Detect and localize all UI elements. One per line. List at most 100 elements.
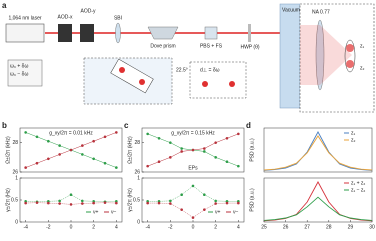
y-axis-label: Ω±/2π (kHz) [5,136,11,164]
y-axis-label: Ω±/2π (kHz) [127,136,133,164]
data-point [180,193,183,197]
data-point [169,199,172,203]
label: PBS + FS [200,43,223,49]
y-tick-label: 0.5 [11,197,18,203]
data-point [180,208,183,211]
data-point [103,135,107,139]
data-point [237,164,240,168]
data-point [47,201,50,205]
x-tick-label: 30 [369,224,375,230]
y-axis-label: γ±/2π (Hz) [5,188,11,212]
data-point [81,144,84,147]
x-tick-label: 2 [214,224,217,230]
label: AOD-x [58,14,74,20]
y-axis-label: PSD (a.u.) [249,138,255,162]
data-point [58,144,61,147]
data-point [92,139,95,143]
generator [7,59,43,87]
y-tick-label: 26 [12,169,18,175]
label: Dove prism [150,43,175,49]
data-point [115,166,118,169]
y-tick-label: 0.5 [133,197,140,203]
label: ω₀ − δω [10,71,28,77]
legend-label: ν− [111,209,117,215]
trap [346,44,354,52]
data-point [58,153,61,156]
data-point [103,161,107,165]
data-point [35,201,39,204]
label: AOD-y [81,8,97,14]
data-point [237,201,240,205]
annotation: g_xy/2π = 0.15 kHz [171,130,215,136]
data-point [69,203,73,206]
plot-frame [263,177,373,223]
panel-label: c [124,121,129,130]
data-point [92,201,95,205]
legend-label: ν+ [215,209,221,215]
label: z₂ [360,65,365,71]
data-point [47,157,50,161]
x-tick-label: 27 [304,224,310,230]
legend-label: z₁ [351,130,356,136]
label: ω₀ + δω [10,63,28,69]
y-tick-label: 28 [12,140,18,146]
x-tick-label: 4 [237,224,240,230]
panel-label: b [2,121,7,130]
data-point [203,150,206,153]
lens [115,22,121,44]
x-tick-label: 0 [192,224,195,230]
x-tick-label: 2 [92,224,95,230]
x-tick-label: 28 [326,224,332,230]
data-point [115,131,118,134]
data-point [191,184,195,188]
data-point [169,141,172,144]
data-point [237,132,240,136]
aod [58,24,72,42]
x-tick-label: -4 [23,224,28,230]
legend-label: z₂ [351,137,356,143]
legend-label: z₁ + z₂ [351,180,365,186]
legend-label: ν+ [93,209,99,215]
data-point [58,199,61,203]
y-tick-label: 1 [15,175,18,181]
series-line [263,135,373,171]
laser [5,23,45,43]
beam-cone [300,25,352,85]
data-point [24,131,27,134]
y-tick-label: 0 [15,219,18,225]
data-point [203,147,206,150]
plot-frame [19,127,123,173]
spot [229,81,235,87]
spot [139,79,145,85]
data-point [225,160,229,164]
data-point [203,208,206,211]
panel-label: a [2,1,7,10]
pbs [204,26,218,40]
label: d⊥ = δω [200,67,220,73]
series-line [147,185,239,202]
legend-label: ν− [233,209,239,215]
annotation: g_xy/2π = 0.01 kHz [49,130,93,136]
data-point [81,202,84,205]
data-point [81,153,84,156]
data-point [214,156,217,159]
coupling-loop [344,39,356,73]
data-point [225,136,229,140]
panel-label: d [246,121,251,130]
data-point [24,166,27,169]
prism [147,26,179,40]
x-tick-label: 25 [261,224,267,230]
spot [119,67,125,73]
data-point [214,202,217,205]
label: Vacuum [282,7,300,13]
label: SBI [114,15,122,21]
trap [346,60,354,68]
x-tick-label: 26 [283,224,289,230]
data-point [191,148,195,152]
y-tick-label: 1 [137,175,140,181]
legend-label: z₁ − z₂ [351,187,365,193]
data-point [225,201,229,205]
data-point [180,150,183,153]
data-point [180,147,183,150]
data-point [69,148,73,152]
